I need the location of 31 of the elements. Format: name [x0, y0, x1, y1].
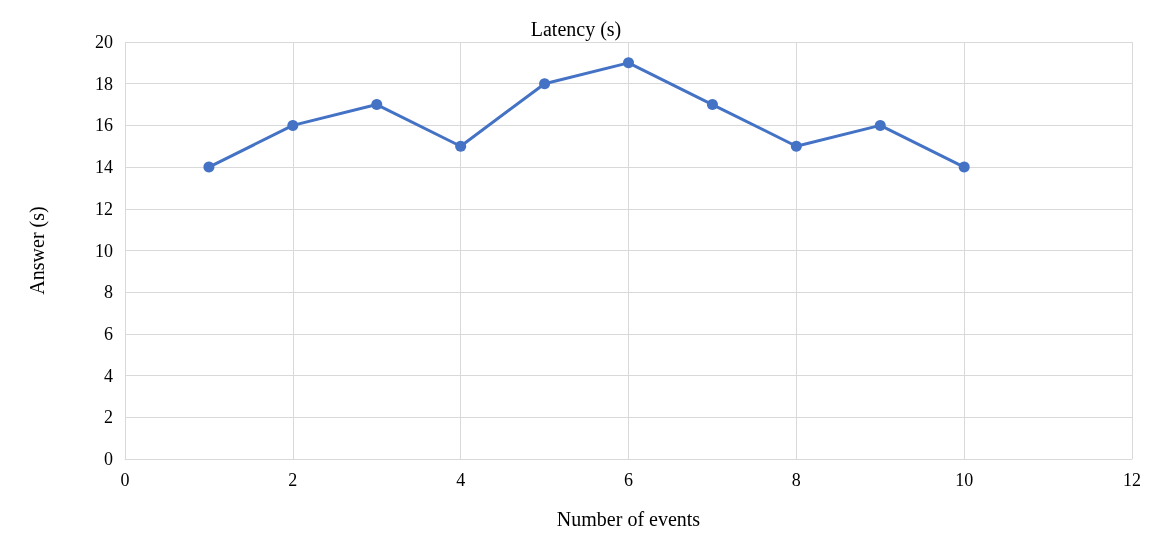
- point: [455, 140, 467, 152]
- point: [706, 99, 718, 111]
- point: [874, 119, 886, 131]
- y-tick-label: 4: [104, 365, 113, 386]
- y-tick-label: 8: [104, 282, 113, 303]
- x-axis-title: Number of events: [556, 508, 701, 530]
- y-tick-label: 10: [95, 240, 113, 261]
- x-tick-label: 4: [456, 470, 466, 490]
- point: [790, 140, 802, 152]
- x-tick-label: 2: [288, 470, 298, 490]
- x-tick-label: 12: [1123, 470, 1141, 490]
- y-tick-label: 2: [104, 407, 113, 428]
- y-tick-label: 14: [95, 157, 113, 178]
- point: [539, 78, 551, 90]
- y-tick-label: 12: [95, 198, 113, 219]
- y-tick-label: 18: [95, 73, 113, 94]
- x-tick-label: 6: [624, 470, 633, 490]
- point: [203, 161, 215, 173]
- y-tick-label: 6: [104, 323, 113, 344]
- point: [958, 161, 970, 173]
- x-tick-label: 8: [791, 470, 801, 490]
- y-axis-title: Answer (s): [26, 206, 49, 295]
- point: [371, 99, 383, 111]
- chart-title: Latency (s): [530, 18, 622, 41]
- point: [623, 57, 634, 69]
- x-tick-label: 0: [120, 470, 130, 490]
- x-tick-label: 10: [955, 470, 974, 490]
- y-tick-label: 0: [104, 449, 113, 469]
- y-tick-label: 16: [95, 115, 113, 136]
- y-tick-label: 20: [95, 32, 113, 52]
- point: [287, 119, 299, 131]
